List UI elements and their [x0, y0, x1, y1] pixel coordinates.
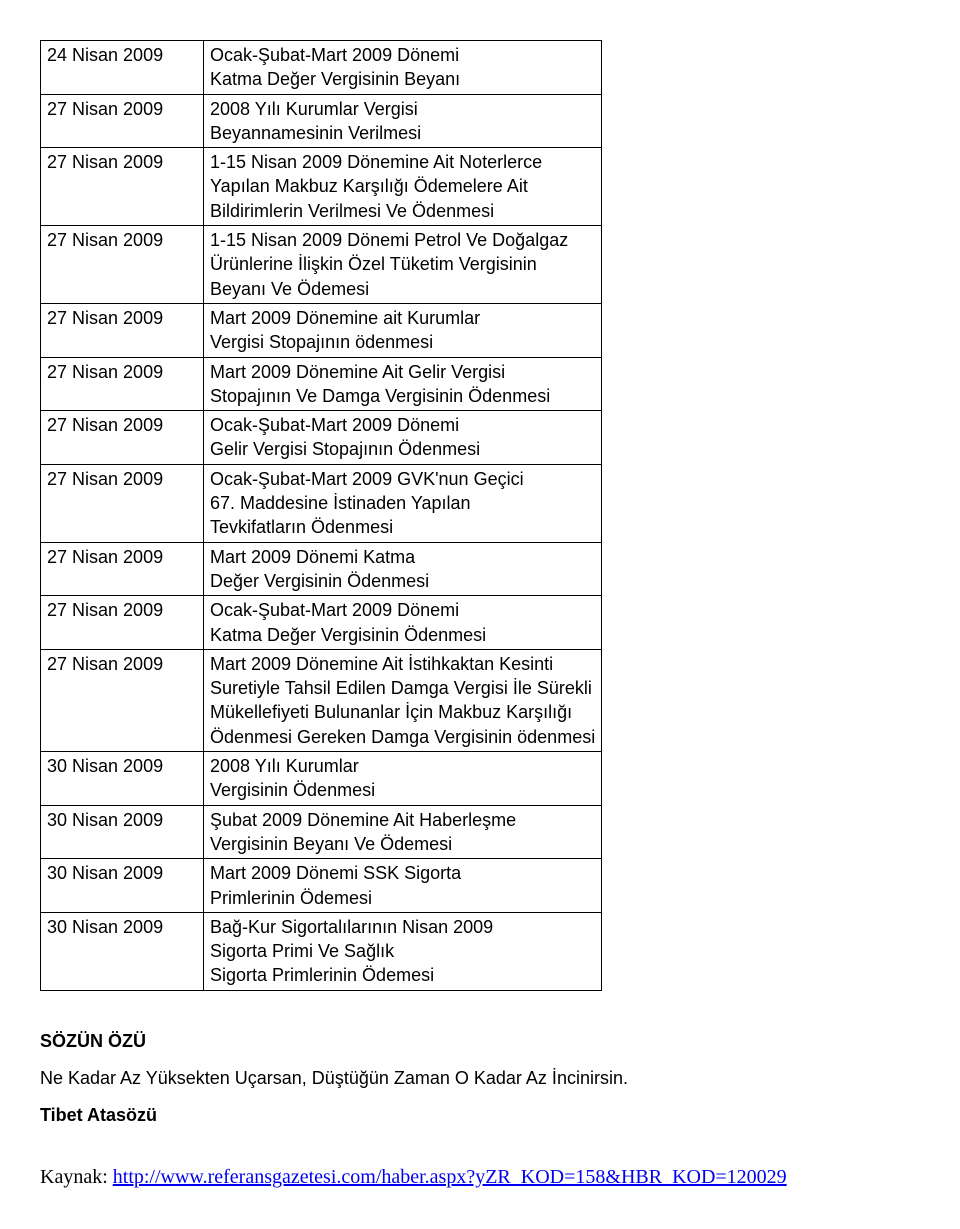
table-row: 27 Nisan 2009Mart 2009 Dönemine Ait Geli…	[41, 357, 602, 411]
description-cell: Bağ-Kur Sigortalılarının Nisan 2009Sigor…	[204, 912, 602, 990]
description-cell: 1-15 Nisan 2009 Dönemine Ait NoterlerceY…	[204, 148, 602, 226]
description-cell: Ocak-Şubat-Mart 2009 DönemiKatma Değer V…	[204, 596, 602, 650]
description-cell: Ocak-Şubat-Mart 2009 DönemiKatma Değer V…	[204, 41, 602, 95]
table-row: 27 Nisan 2009Ocak-Şubat-Mart 2009 GVK'nu…	[41, 464, 602, 542]
date-cell: 24 Nisan 2009	[41, 41, 204, 95]
description-cell: 1-15 Nisan 2009 Dönemi Petrol Ve Doğalga…	[204, 226, 602, 304]
date-cell: 27 Nisan 2009	[41, 226, 204, 304]
description-cell: Mart 2009 Dönemine Ait Gelir VergisiStop…	[204, 357, 602, 411]
date-cell: 27 Nisan 2009	[41, 649, 204, 751]
table-row: 27 Nisan 20091-15 Nisan 2009 Dönemine Ai…	[41, 148, 602, 226]
quote-text: Ne Kadar Az Yüksekten Uçarsan, Düştüğün …	[40, 1068, 920, 1089]
table-row: 30 Nisan 20092008 Yılı KurumlarVergisini…	[41, 752, 602, 806]
date-cell: 30 Nisan 2009	[41, 805, 204, 859]
date-cell: 30 Nisan 2009	[41, 912, 204, 990]
description-cell: Mart 2009 Dönemi KatmaDeğer Vergisinin Ö…	[204, 542, 602, 596]
table-row: 27 Nisan 2009Ocak-Şubat-Mart 2009 Dönemi…	[41, 596, 602, 650]
table-row: 30 Nisan 2009Mart 2009 Dönemi SSK Sigort…	[41, 859, 602, 913]
description-cell: Şubat 2009 Dönemine Ait HaberleşmeVergis…	[204, 805, 602, 859]
date-cell: 27 Nisan 2009	[41, 542, 204, 596]
description-cell: Ocak-Şubat-Mart 2009 GVK'nun Geçici67. M…	[204, 464, 602, 542]
date-cell: 27 Nisan 2009	[41, 357, 204, 411]
description-cell: Mart 2009 Dönemi SSK SigortaPrimlerinin …	[204, 859, 602, 913]
date-cell: 27 Nisan 2009	[41, 411, 204, 465]
table-row: 27 Nisan 20092008 Yılı Kurumlar VergisiB…	[41, 94, 602, 148]
date-cell: 27 Nisan 2009	[41, 94, 204, 148]
table-row: 30 Nisan 2009Bağ-Kur Sigortalılarının Ni…	[41, 912, 602, 990]
tax-schedule-table: 24 Nisan 2009Ocak-Şubat-Mart 2009 Dönemi…	[40, 40, 602, 991]
description-cell: 2008 Yılı Kurumlar VergisiBeyannamesinin…	[204, 94, 602, 148]
date-cell: 27 Nisan 2009	[41, 464, 204, 542]
source-link[interactable]: http://www.referansgazetesi.com/haber.as…	[113, 1166, 787, 1188]
quote-author: Tibet Atasözü	[40, 1105, 920, 1126]
date-cell: 27 Nisan 2009	[41, 148, 204, 226]
source-label: Kaynak:	[40, 1166, 113, 1188]
date-cell: 30 Nisan 2009	[41, 752, 204, 806]
section-heading: SÖZÜN ÖZÜ	[40, 1031, 920, 1052]
date-cell: 27 Nisan 2009	[41, 596, 204, 650]
description-cell: Mart 2009 Dönemine ait KurumlarVergisi S…	[204, 303, 602, 357]
description-cell: 2008 Yılı KurumlarVergisinin Ödenmesi	[204, 752, 602, 806]
table-row: 27 Nisan 2009Mart 2009 Dönemine Ait İsti…	[41, 649, 602, 751]
date-cell: 30 Nisan 2009	[41, 859, 204, 913]
date-cell: 27 Nisan 2009	[41, 303, 204, 357]
table-row: 27 Nisan 2009Mart 2009 Dönemi KatmaDeğer…	[41, 542, 602, 596]
table-row: 30 Nisan 2009Şubat 2009 Dönemine Ait Hab…	[41, 805, 602, 859]
source-line: Kaynak: http://www.referansgazetesi.com/…	[40, 1166, 920, 1189]
table-row: 27 Nisan 20091-15 Nisan 2009 Dönemi Petr…	[41, 226, 602, 304]
table-row: 27 Nisan 2009Ocak-Şubat-Mart 2009 Dönemi…	[41, 411, 602, 465]
description-cell: Mart 2009 Dönemine Ait İstihkaktan Kesin…	[204, 649, 602, 751]
table-row: 24 Nisan 2009Ocak-Şubat-Mart 2009 Dönemi…	[41, 41, 602, 95]
table-row: 27 Nisan 2009Mart 2009 Dönemine ait Kuru…	[41, 303, 602, 357]
description-cell: Ocak-Şubat-Mart 2009 DönemiGelir Vergisi…	[204, 411, 602, 465]
